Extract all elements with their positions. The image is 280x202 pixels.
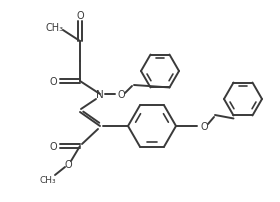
Text: O: O <box>64 159 72 169</box>
Text: O: O <box>49 141 57 151</box>
Text: O: O <box>76 11 84 21</box>
Text: O: O <box>49 77 57 87</box>
Text: CH₃: CH₃ <box>46 23 64 33</box>
Text: CH₃: CH₃ <box>40 176 56 185</box>
Text: N: N <box>96 89 104 100</box>
Text: O: O <box>117 89 125 100</box>
Text: O: O <box>200 121 208 131</box>
